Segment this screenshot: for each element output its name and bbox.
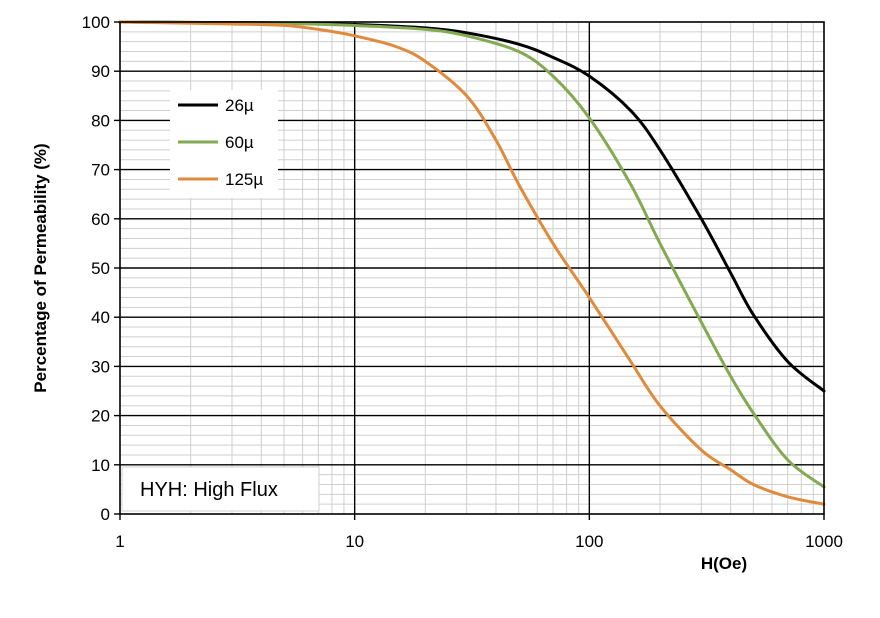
y-tick-label: 100 [82, 13, 110, 32]
y-tick-label: 0 [101, 505, 110, 524]
series-lines [118, 20, 826, 506]
y-tick-label: 80 [91, 111, 110, 130]
series-line-60 [118, 20, 826, 489]
y-tick-label: 30 [91, 357, 110, 376]
x-tick-label: 100 [575, 532, 603, 551]
y-tick-label: 20 [91, 407, 110, 426]
annotation-box: HYH: High Flux [121, 466, 320, 512]
x-tick-label: 1000 [805, 532, 843, 551]
y-tick-label: 40 [91, 308, 110, 327]
y-tick-label: 60 [91, 210, 110, 229]
series-line-125 [118, 20, 826, 506]
legend-label-125: 125µ [225, 170, 263, 189]
x-axis-title: H(Oe) [701, 554, 747, 573]
legend-label-60: 60µ [225, 133, 254, 152]
y-tick-label: 70 [91, 161, 110, 180]
y-tick-label: 50 [91, 259, 110, 278]
grid [120, 22, 824, 514]
annotation-text: HYH: High Flux [140, 479, 278, 501]
legend: 26µ 60µ 125µ [170, 90, 278, 198]
x-tick-label: 1 [115, 532, 124, 551]
y-tick-label: 90 [91, 62, 110, 81]
legend-label-26: 26µ [225, 96, 254, 115]
series-line-26 [118, 20, 826, 393]
y-axis-title: Percentage of Permeability (%) [31, 143, 50, 392]
y-tick-label: 10 [91, 456, 110, 475]
x-tick-label: 10 [345, 532, 364, 551]
